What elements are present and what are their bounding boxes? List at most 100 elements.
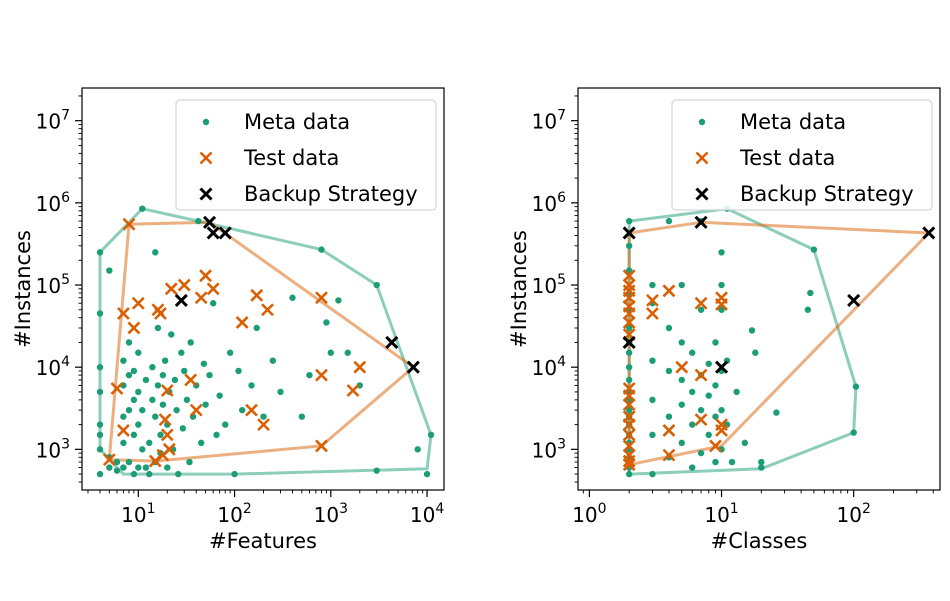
x-tick-label: 104 bbox=[410, 501, 444, 527]
meta-data-point bbox=[173, 406, 180, 414]
y-tick-label: 104 bbox=[36, 354, 70, 380]
test-data-point bbox=[315, 368, 328, 382]
meta-data-point bbox=[712, 339, 719, 346]
meta-data-point bbox=[712, 382, 719, 389]
meta-data-point bbox=[161, 357, 169, 364]
x-tick-label: 100 bbox=[572, 501, 606, 527]
meta-data-point bbox=[625, 324, 633, 332]
test-data-point bbox=[257, 418, 270, 432]
legend-backup-label: Backup Strategy bbox=[740, 182, 914, 206]
meta-data-point bbox=[318, 246, 325, 253]
meta-data-point bbox=[625, 406, 633, 414]
test-data-point bbox=[206, 282, 220, 296]
meta-data-point bbox=[373, 467, 380, 474]
meta-data-point bbox=[678, 281, 685, 289]
meta-data-point bbox=[179, 425, 187, 432]
meta-data-point bbox=[335, 297, 342, 304]
backup-strategy-point bbox=[922, 226, 936, 240]
meta-data-point bbox=[665, 413, 673, 420]
y-axis-label: #Instances bbox=[507, 230, 531, 348]
x-tick-label: 102 bbox=[836, 501, 870, 527]
meta-data-point bbox=[810, 246, 818, 253]
meta-data-point bbox=[120, 357, 127, 364]
x-tick-label: 103 bbox=[314, 501, 348, 527]
meta-data-point bbox=[678, 339, 685, 346]
y-tick-label: 105 bbox=[36, 272, 70, 298]
meta-data-point bbox=[665, 324, 673, 332]
meta-data-point bbox=[423, 470, 431, 478]
test-data-point bbox=[315, 439, 328, 453]
meta-data-hull bbox=[98, 207, 433, 476]
meta-data-point bbox=[96, 249, 104, 256]
meta-data-point bbox=[625, 217, 633, 225]
test-data-point bbox=[154, 307, 167, 320]
meta-data-point bbox=[231, 470, 238, 478]
meta-data-point bbox=[323, 319, 330, 326]
meta-data-point bbox=[113, 467, 121, 474]
test-data-point bbox=[622, 269, 636, 283]
legend-box bbox=[671, 99, 933, 211]
meta-data-point bbox=[678, 401, 685, 408]
meta-data-point bbox=[625, 349, 633, 356]
y-tick-label: 105 bbox=[532, 272, 566, 298]
meta-data-point bbox=[120, 439, 127, 447]
test-data-point bbox=[194, 291, 208, 305]
legend: Meta data Test data Backup Strategy bbox=[175, 99, 437, 211]
test-data-point bbox=[694, 296, 708, 310]
meta-data-point bbox=[649, 470, 656, 478]
backup-strategy-point bbox=[694, 215, 708, 229]
meta-data-point bbox=[135, 421, 142, 428]
meta-data-point bbox=[306, 371, 313, 379]
meta-data-point bbox=[149, 396, 156, 404]
meta-data-point bbox=[120, 413, 127, 420]
meta-data-point bbox=[625, 363, 633, 371]
legend-box bbox=[175, 99, 437, 211]
meta-data-point bbox=[625, 267, 633, 274]
test-data-point bbox=[346, 384, 360, 397]
meta-data-point bbox=[752, 349, 759, 356]
test-data-point bbox=[662, 448, 676, 462]
legend: Meta data Test data Backup Strategy bbox=[671, 99, 933, 211]
meta-data-point bbox=[139, 446, 146, 453]
test-data-point bbox=[127, 321, 141, 335]
legend-test-label: Test data bbox=[243, 146, 339, 170]
x-axis-label: #Features bbox=[209, 529, 317, 553]
meta-data-point bbox=[152, 413, 159, 420]
x-tick-label: 101 bbox=[704, 501, 738, 527]
meta-data-point bbox=[171, 376, 179, 384]
meta-data-point bbox=[804, 306, 812, 313]
meta-data-point bbox=[718, 281, 725, 289]
meta-data-point bbox=[852, 383, 860, 390]
legend-test-label: Test data bbox=[739, 146, 835, 170]
meta-data-point bbox=[718, 406, 725, 414]
meta-data-point bbox=[149, 363, 156, 371]
test-data-point bbox=[235, 316, 249, 329]
test-data-point bbox=[622, 382, 636, 395]
meta-data-point bbox=[277, 388, 284, 396]
test-data-point bbox=[622, 458, 636, 472]
meta-data-point bbox=[697, 406, 705, 414]
test-data-point bbox=[662, 423, 676, 437]
meta-data-point bbox=[758, 464, 765, 471]
meta-data-point bbox=[96, 446, 104, 453]
meta-data-point bbox=[748, 327, 756, 334]
backup-strategy-point bbox=[218, 226, 232, 240]
meta-data-point bbox=[130, 470, 138, 478]
meta-data-point bbox=[125, 406, 133, 414]
backup-strategy-point bbox=[847, 293, 861, 307]
meta-data-point bbox=[327, 349, 335, 356]
test-data-point bbox=[315, 291, 328, 305]
meta-data-point bbox=[130, 431, 138, 439]
meta-data-point bbox=[187, 339, 194, 346]
test-data-point bbox=[189, 403, 203, 417]
legend-test-marker bbox=[199, 151, 213, 165]
y-tick-label: 103 bbox=[532, 436, 566, 462]
test-data-point bbox=[164, 282, 178, 296]
backup-strategy-point bbox=[203, 215, 217, 229]
backup-strategy-point bbox=[622, 335, 636, 350]
test-data-point bbox=[353, 360, 367, 374]
backup-strategy-point bbox=[174, 293, 188, 307]
test-data-point bbox=[116, 423, 130, 437]
meta-data-point bbox=[96, 421, 104, 428]
y-tick-label: 104 bbox=[532, 354, 566, 380]
